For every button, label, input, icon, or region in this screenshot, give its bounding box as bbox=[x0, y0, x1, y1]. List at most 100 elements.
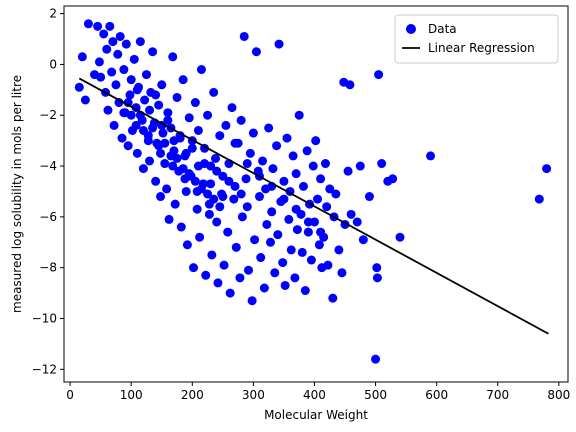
data-point bbox=[239, 31, 249, 41]
data-point bbox=[374, 70, 384, 80]
data-point bbox=[160, 138, 170, 148]
data-point bbox=[279, 176, 289, 186]
data-point bbox=[371, 354, 381, 364]
data-point bbox=[126, 75, 136, 85]
data-point bbox=[247, 296, 257, 306]
data-point bbox=[190, 98, 200, 108]
data-point bbox=[93, 21, 103, 31]
data-point bbox=[322, 202, 332, 212]
data-point bbox=[306, 255, 316, 265]
data-point bbox=[113, 49, 123, 59]
data-point bbox=[117, 133, 127, 143]
data-point bbox=[213, 278, 223, 288]
data-point bbox=[272, 141, 282, 151]
x-tick-label: 200 bbox=[181, 388, 204, 402]
x-tick-label: 100 bbox=[120, 388, 143, 402]
data-point bbox=[158, 128, 168, 138]
data-point bbox=[311, 136, 321, 146]
data-point bbox=[294, 110, 304, 120]
data-point bbox=[115, 31, 125, 41]
data-point bbox=[215, 131, 225, 141]
data-point bbox=[297, 247, 307, 257]
data-point bbox=[77, 52, 87, 62]
data-point bbox=[148, 123, 158, 133]
data-point bbox=[542, 164, 552, 174]
data-point bbox=[123, 141, 133, 151]
data-point bbox=[169, 136, 179, 146]
data-point bbox=[211, 153, 221, 163]
x-tick-label: 600 bbox=[425, 388, 448, 402]
data-point bbox=[258, 156, 268, 166]
axes: 0 100 200 300 400 500 600 700 800 −12 −10 −8 −6 −4 −2 0… bbox=[32, 5, 570, 402]
data-point bbox=[204, 199, 214, 209]
data-point bbox=[323, 260, 333, 270]
legend-data-label: Data bbox=[428, 22, 457, 36]
data-point bbox=[187, 143, 197, 153]
data-point bbox=[236, 189, 246, 199]
legend: Data Linear Regression bbox=[394, 14, 559, 64]
data-point bbox=[80, 95, 90, 105]
data-point bbox=[302, 146, 312, 156]
data-point bbox=[245, 148, 255, 158]
data-point bbox=[251, 47, 261, 57]
data-point bbox=[242, 202, 252, 212]
data-point bbox=[164, 214, 174, 224]
data-point bbox=[138, 125, 148, 135]
data-point bbox=[189, 263, 199, 273]
data-point bbox=[108, 37, 118, 47]
data-point bbox=[215, 202, 225, 212]
data-point bbox=[204, 209, 214, 219]
data-point bbox=[181, 148, 191, 158]
data-point bbox=[119, 108, 129, 118]
data-point bbox=[132, 148, 142, 158]
data-point bbox=[264, 123, 274, 133]
data-point bbox=[314, 240, 324, 250]
y-tick-label: −10 bbox=[32, 311, 57, 325]
data-point bbox=[192, 204, 202, 214]
data-point bbox=[230, 138, 240, 148]
data-point bbox=[426, 151, 436, 161]
data-point bbox=[300, 286, 310, 296]
data-point bbox=[182, 240, 192, 250]
data-point bbox=[320, 159, 330, 169]
data-point bbox=[83, 19, 93, 29]
data-point bbox=[237, 212, 247, 222]
data-point bbox=[395, 232, 405, 242]
y-tick-label: −6 bbox=[39, 210, 57, 224]
data-point bbox=[267, 207, 277, 217]
data-point bbox=[102, 44, 112, 54]
data-point bbox=[135, 37, 145, 47]
x-tick-label: 800 bbox=[547, 388, 570, 402]
data-point bbox=[273, 230, 283, 240]
data-point bbox=[172, 153, 182, 163]
data-point bbox=[270, 268, 280, 278]
data-point bbox=[316, 227, 326, 237]
data-point bbox=[99, 29, 109, 39]
data-point bbox=[193, 125, 203, 135]
data-point bbox=[377, 159, 387, 169]
data-point bbox=[259, 283, 269, 293]
data-point bbox=[170, 199, 180, 209]
data-point bbox=[241, 174, 251, 184]
data-point bbox=[334, 245, 344, 255]
data-point bbox=[157, 120, 167, 130]
data-point bbox=[160, 159, 170, 169]
data-point bbox=[231, 242, 241, 252]
data-point bbox=[154, 100, 164, 110]
data-point bbox=[206, 179, 216, 189]
data-point bbox=[218, 192, 228, 202]
data-point bbox=[195, 232, 205, 242]
data-point bbox=[219, 260, 229, 270]
data-point bbox=[172, 92, 182, 102]
y-axis-label: measured log solubility in mols per litr… bbox=[10, 75, 24, 313]
data-point bbox=[274, 39, 284, 49]
data-point bbox=[291, 204, 301, 214]
data-point bbox=[225, 288, 235, 298]
data-point bbox=[291, 169, 301, 179]
data-point bbox=[145, 156, 155, 166]
data-point bbox=[303, 227, 313, 237]
data-point bbox=[178, 75, 188, 85]
data-point bbox=[145, 105, 155, 115]
x-axis-label: Molecular Weight bbox=[264, 408, 368, 422]
data-point bbox=[534, 194, 544, 204]
